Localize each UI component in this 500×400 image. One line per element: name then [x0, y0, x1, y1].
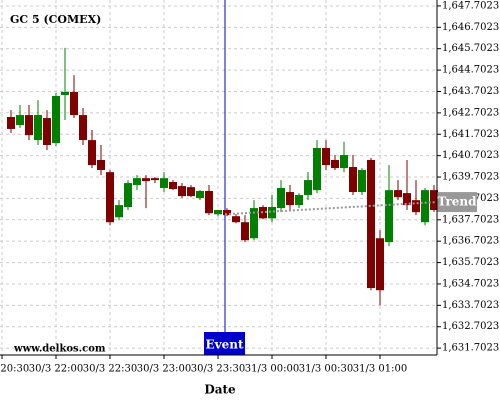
candle-body: [358, 170, 366, 193]
candle-body: [79, 115, 87, 141]
candle-body: [88, 140, 96, 166]
x-tick-label: 31/3 01:00: [353, 364, 407, 375]
y-tick-label: 1,639.7023: [442, 172, 499, 183]
candle-body: [187, 187, 195, 197]
candle-body: [205, 190, 213, 214]
y-tick-label: 1,645.7023: [442, 43, 499, 54]
x-tick-label: 30/3 23:30: [191, 364, 245, 375]
candle-body: [286, 192, 294, 206]
candle-body: [151, 178, 159, 181]
x-tick-label: 30/3 22:00: [29, 364, 83, 375]
y-tick-label: 1,641.7023: [442, 129, 499, 140]
candle-body: [232, 216, 240, 223]
y-tick-label: 1,644.7023: [442, 65, 499, 76]
trend-line: [224, 201, 438, 216]
candle-body: [61, 91, 69, 95]
y-tick-label: 1,633.7023: [442, 300, 499, 311]
y-tick-label: 1,632.7023: [442, 321, 499, 332]
candle-body: [259, 207, 267, 219]
candle-body: [7, 116, 15, 129]
y-tick-label: 1,636.7023: [442, 236, 499, 247]
x-tick-label: 30/3 23:00: [137, 364, 191, 375]
candle-body: [214, 210, 222, 215]
y-tick-label: 1,635.7023: [442, 257, 499, 268]
candle-body: [241, 222, 249, 241]
event-box: [204, 332, 245, 355]
x-tick-label: 31/3 00:00: [245, 364, 299, 375]
candle-body: [268, 207, 276, 219]
candle-body: [124, 183, 132, 208]
candle-body: [304, 180, 312, 196]
candle-body: [385, 190, 393, 243]
candle-body: [376, 238, 384, 291]
x-tick-label: 30/3 20:30: [0, 364, 29, 375]
candle-body: [412, 200, 420, 213]
y-tick-label: 1,646.7023: [442, 22, 499, 33]
candle-body: [142, 178, 150, 182]
chart-title: GC 5 (COMEX): [10, 13, 101, 26]
event-label: Event: [205, 338, 243, 352]
candle-body: [34, 115, 42, 141]
candle-body: [340, 155, 348, 169]
trend-label: Trend: [437, 195, 477, 209]
candle-body: [160, 178, 168, 188]
x-tick-label: 31/3 00:30: [299, 364, 353, 375]
y-tick-label: 1,634.7023: [442, 278, 499, 289]
y-tick-label: 1,631.7023: [442, 343, 499, 354]
y-tick-label: 1,637.7023: [442, 214, 499, 225]
y-tick-label: 1,643.7023: [442, 86, 499, 97]
candle-body: [52, 96, 60, 144]
y-tick-label: 1,642.7023: [442, 107, 499, 118]
candle-body: [70, 91, 78, 116]
candle-body: [367, 159, 375, 289]
y-tick-label: 1,647.7023: [442, 0, 499, 11]
candle-body: [403, 193, 411, 206]
watermark: www.delkos.com: [13, 344, 106, 355]
candle-body: [295, 195, 303, 206]
candle-body: [178, 186, 186, 197]
candle-body: [106, 172, 114, 223]
candle-body: [115, 205, 123, 218]
trend-box: [437, 192, 477, 213]
candle-body: [349, 167, 357, 193]
candle-body: [169, 181, 177, 190]
candle-body: [223, 210, 231, 216]
candle-body: [196, 190, 204, 199]
candle-body: [133, 178, 141, 185]
candle-body: [250, 208, 258, 239]
candle-body: [322, 147, 330, 166]
candle-body: [97, 159, 105, 171]
candle-body: [25, 115, 33, 136]
candle-body: [394, 190, 402, 198]
candle-body: [43, 118, 51, 145]
x-axis-title: Date: [204, 383, 236, 397]
candle-body: [331, 159, 339, 169]
candle-body: [421, 190, 429, 223]
candle-body: [313, 147, 321, 191]
y-tick-label: 1,640.7023: [442, 150, 499, 161]
candle-body: [277, 187, 285, 209]
candle-body: [430, 190, 438, 211]
candle-body: [16, 115, 24, 126]
x-tick-label: 30/3 22:30: [83, 364, 137, 375]
